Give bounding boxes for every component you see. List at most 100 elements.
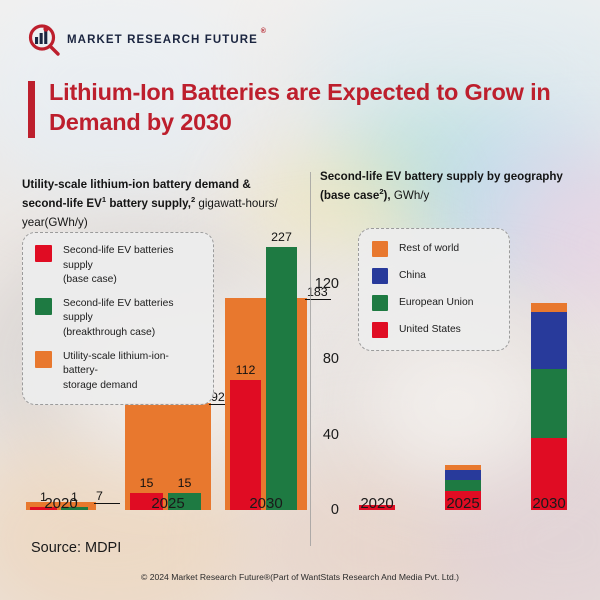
y-axis-tick-40: 40: [322, 426, 339, 443]
legend-label-breakthrough-case-l2: (breakthrough case): [63, 327, 156, 339]
headline: Lithium-Ion Batteries are Expected to Gr…: [28, 78, 594, 138]
value-label-breakthrough-case-2020: 1: [71, 490, 78, 504]
legend-label-breakthrough-case-l1: Second-life EV batteries supply: [63, 297, 174, 324]
header: MARKET RESEARCH FUTURE ®: [0, 0, 600, 70]
left-chart-plot: 1 1 7 2020 15 15 92 2025 112 227 183 2030: [22, 215, 331, 512]
left-chart-panel: Utility-scale lithium-ion battery demand…: [22, 176, 310, 544]
bar-group-2020: [26, 232, 96, 510]
legend-swatch-utility-demand: [35, 350, 52, 368]
footnote-marker-2b: 2: [379, 187, 384, 197]
right-chart-panel: Second-life EV battery supply by geograp…: [320, 168, 596, 544]
bar-base-case-2020[interactable]: [30, 507, 57, 510]
panel-divider: [310, 172, 311, 546]
legend-label-united-states: United States: [399, 323, 461, 335]
page-title: Lithium-Ion Batteries are Expected to Gr…: [49, 79, 551, 135]
legend-swatch-european-union: [372, 295, 388, 311]
legend-label-base-case: Second-life EV batteries supply (base ca…: [63, 244, 203, 288]
right-chart-legend: Rest of world China European Union Unite…: [358, 228, 510, 351]
value-label-utility-demand-2025: 92: [209, 390, 235, 406]
stacked-bar-2030[interactable]: [531, 265, 567, 510]
value-label-base-case-2030: 112: [235, 363, 256, 378]
legend-label-utility-demand-l2: storage demand: [63, 379, 138, 391]
legend-swatch-united-states: [372, 322, 388, 338]
value-label-breakthrough-case-2030: 227: [271, 230, 292, 245]
left-chart-title: Utility-scale lithium-ion battery demand…: [22, 176, 310, 233]
bar-group-2030: [225, 232, 307, 510]
legend-label-utility-demand: Utility-scale lithium-ion-battery- stora…: [63, 350, 203, 394]
legend-item-utility-demand[interactable]: Utility-scale lithium-ion-battery- stora…: [35, 350, 203, 394]
x-axis-tick-2025: 2025: [151, 495, 185, 512]
right-chart-title-line1: Second-life EV battery supply by geograp…: [320, 170, 563, 183]
headline-accent-bar: [28, 81, 35, 138]
copyright-notice: © 2024 Market Research Future®(Part of W…: [140, 572, 460, 582]
value-label-breakthrough-case-2025: 15: [177, 475, 192, 490]
x-axis-tick-2020: 2020: [44, 495, 78, 512]
value-label-utility-demand-2020: 7: [94, 489, 120, 504]
y-axis-tick-80: 80: [322, 351, 339, 368]
legend-swatch-breakthrough-case: [35, 297, 52, 315]
stacked-bar-2020[interactable]: [359, 265, 395, 510]
footnote-marker-1: 1: [101, 195, 107, 205]
left-chart-title-line1: Utility-scale lithium-ion battery demand…: [22, 178, 251, 191]
legend-item-united-states[interactable]: United States: [372, 322, 499, 338]
legend-label-rest-of-world: Rest of world: [399, 242, 460, 254]
legend-item-china[interactable]: China: [372, 268, 499, 284]
x-axis-tick-right-2020: 2020: [360, 495, 394, 512]
segment-european-union-2030[interactable]: [531, 368, 567, 439]
legend-label-base-case-l1: Second-life EV batteries supply: [63, 245, 174, 271]
segment-china-2030[interactable]: [531, 312, 567, 369]
y-axis-tick-120: 120: [314, 275, 339, 292]
x-axis-tick-2030: 2030: [249, 495, 283, 512]
x-axis-tick-right-2030: 2030: [532, 495, 566, 512]
brand-wordmark: MARKET RESEARCH FUTURE ®: [67, 28, 266, 46]
value-label-base-case-2020: 1: [40, 490, 47, 504]
bar-breakthrough-case-2030[interactable]: [266, 247, 297, 510]
legend-swatch-china: [372, 268, 388, 284]
legend-item-breakthrough-case[interactable]: Second-life EV batteries supply (breakth…: [35, 297, 203, 341]
bar-breakthrough-case-2025[interactable]: [168, 492, 201, 510]
source-label: Source: MDPI: [31, 540, 122, 556]
segment-united-states-2020[interactable]: [359, 505, 395, 510]
bar-utility-demand-2025[interactable]: [125, 403, 211, 510]
legend-label-china: China: [399, 269, 426, 281]
left-chart-legend: Second-life EV batteries supply (base ca…: [22, 232, 214, 406]
brand-logo[interactable]: MARKET RESEARCH FUTURE ®: [27, 23, 266, 57]
legend-label-base-case-l2: (base case): [63, 274, 117, 286]
left-chart-title-line2a: second-life EV: [22, 196, 102, 210]
legend-label-utility-demand-l1: Utility-scale lithium-ion-battery-: [63, 350, 169, 377]
left-chart-title-units2: year(GWh/y): [22, 215, 88, 229]
magnifier-bar-chart-logo-icon: [27, 23, 61, 57]
left-chart-title-line2b: battery supply,: [106, 196, 191, 210]
segment-european-union-2025[interactable]: [445, 479, 481, 492]
legend-item-rest-of-world[interactable]: Rest of world: [372, 241, 499, 257]
right-chart-title-units: GWh/y: [390, 188, 430, 202]
brand-wordmark-text: MARKET RESEARCH FUTURE: [67, 34, 258, 46]
bar-utility-demand-2020[interactable]: [26, 501, 96, 510]
segment-united-states-2030[interactable]: [531, 438, 567, 510]
bar-base-case-2030[interactable]: [230, 380, 261, 510]
legend-label-european-union: European Union: [399, 296, 474, 308]
right-chart-title-line2a: (base case: [320, 188, 380, 202]
bar-base-case-2025[interactable]: [130, 492, 163, 510]
segment-rest-of-world-2025[interactable]: [445, 464, 481, 471]
segment-united-states-2025[interactable]: [445, 491, 481, 510]
left-chart-title-units1: gigawatt-hours/: [195, 196, 278, 210]
footnote-marker-2: 2: [190, 195, 196, 205]
registered-trademark-icon: ®: [260, 28, 267, 35]
segment-china-2025[interactable]: [445, 470, 481, 480]
stacked-bar-2025[interactable]: [445, 265, 481, 510]
right-chart-title: Second-life EV battery supply by geograp…: [320, 168, 596, 206]
value-label-utility-demand-2030: 183: [305, 285, 331, 301]
bar-breakthrough-case-2020[interactable]: [61, 507, 88, 510]
value-label-base-case-2025: 15: [139, 475, 154, 490]
legend-item-european-union[interactable]: European Union: [372, 295, 499, 311]
bar-group-2025: [125, 232, 211, 510]
legend-swatch-rest-of-world: [372, 241, 388, 257]
legend-swatch-base-case: [35, 245, 52, 262]
y-axis-tick-0: 0: [330, 502, 339, 518]
legend-item-base-case[interactable]: Second-life EV batteries supply (base ca…: [35, 244, 203, 288]
right-chart-title-line2b: ),: [383, 188, 391, 202]
right-chart-plot: 0 40 80 120 2020 2025 2030: [315, 248, 593, 518]
legend-label-breakthrough-case: Second-life EV batteries supply (breakth…: [63, 297, 203, 341]
segment-rest-of-world-2030[interactable]: [531, 302, 567, 313]
